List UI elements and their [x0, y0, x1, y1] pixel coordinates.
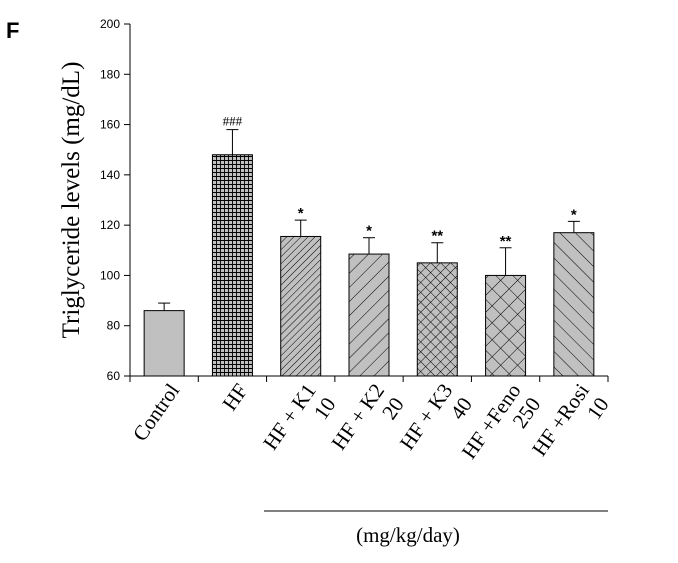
unit-label: (mg/kg/day) — [356, 523, 460, 547]
bar — [553, 232, 595, 377]
y-tick-label: 180 — [100, 67, 120, 81]
x-tick-label-line: HF — [217, 379, 252, 415]
panel-label: F — [6, 18, 19, 43]
x-tick-label-line: HF + K3 — [395, 379, 458, 454]
y-tick-label: 200 — [100, 17, 120, 31]
y-tick-label: 80 — [107, 319, 121, 333]
bar — [280, 235, 322, 377]
x-tick-label-line: HF + K1 — [258, 379, 321, 454]
x-tick-label: Control — [128, 379, 185, 445]
x-tick-label-line: Control — [128, 379, 185, 445]
bar — [348, 253, 390, 377]
y-axis-label: Triglyceride levels (mg/dL) — [58, 62, 85, 339]
x-tick-label: HF — [217, 379, 252, 415]
bar — [211, 154, 253, 377]
y-tick-label: 160 — [100, 118, 120, 132]
axes: 60 80 100 120 140 160 180 200 — [100, 17, 609, 383]
significance-marker: ** — [431, 228, 443, 245]
bar — [143, 310, 185, 377]
y-tick-label: 60 — [107, 369, 121, 383]
x-tick-label-line: HF + K2 — [326, 379, 389, 454]
bar — [416, 262, 458, 377]
bar — [485, 274, 527, 377]
significance-marker: ** — [500, 233, 512, 250]
significance-marker: * — [298, 205, 304, 222]
x-tick-label-line: HF +Rosi — [527, 379, 594, 460]
y-tick-label: 100 — [100, 268, 120, 282]
y-tick-label: 120 — [100, 218, 120, 232]
significance-marker: * — [366, 223, 372, 240]
y-tick-label: 140 — [100, 168, 120, 182]
bars: ###** ** *** — [143, 114, 595, 377]
significance-marker: ### — [223, 114, 243, 129]
significance-marker: * — [571, 206, 577, 223]
